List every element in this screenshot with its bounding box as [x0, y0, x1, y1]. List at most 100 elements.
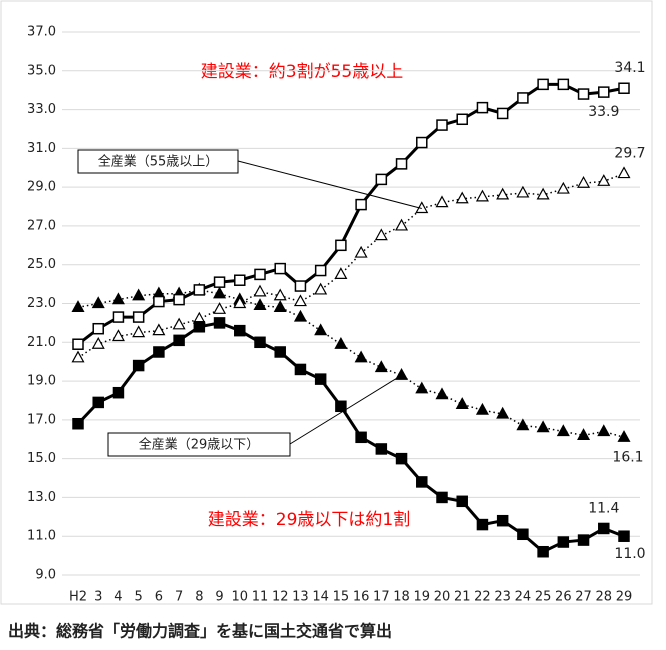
marker [71, 350, 85, 363]
marker [456, 113, 468, 126]
marker [455, 191, 469, 204]
x-tick-label: 29 [616, 590, 633, 605]
x-tick-label: 6 [155, 590, 163, 605]
marker [537, 545, 549, 558]
marker [132, 311, 145, 323]
marker [517, 92, 529, 104]
marker [314, 373, 327, 385]
marker [557, 536, 570, 548]
marker [91, 336, 105, 349]
marker [395, 452, 408, 465]
y-tick-label: 15.0 [27, 451, 56, 466]
marker [556, 424, 570, 437]
marker [153, 346, 165, 358]
x-tick-label: 12 [272, 590, 289, 605]
x-tick-label: 18 [393, 590, 410, 605]
value-label: 11.4 [588, 500, 619, 516]
x-tick-label: 22 [474, 590, 491, 605]
x-tick-label: 17 [373, 590, 390, 605]
x-tick-label: 19 [414, 590, 431, 605]
marker [375, 443, 388, 455]
marker [577, 428, 591, 440]
marker [374, 228, 388, 241]
source: 出典：総務省「労働力調査」を基に国土交通省で算出 [8, 622, 392, 641]
marker [617, 166, 631, 179]
x-tick-label: 24 [515, 590, 532, 605]
legend-label: 全産業（29歳以下） [139, 437, 260, 453]
marker [617, 430, 631, 442]
x-tick-label: 14 [312, 590, 329, 605]
legend-label: 全産業（55歳以上） [98, 154, 219, 170]
value-label: 29.7 [614, 146, 645, 162]
marker [536, 187, 550, 200]
marker [375, 173, 388, 186]
x-tick-label: 13 [292, 590, 309, 605]
x-tick-label: 15 [333, 590, 350, 605]
marker [132, 359, 145, 372]
marker [193, 321, 206, 333]
value-label: 16.1 [612, 449, 643, 465]
marker [618, 530, 630, 542]
marker [253, 298, 267, 311]
x-tick-label: 4 [114, 590, 122, 605]
marker [132, 288, 146, 301]
y-tick-label: 31.0 [27, 141, 56, 156]
marker [153, 295, 165, 308]
marker [172, 317, 186, 330]
marker [273, 300, 287, 312]
y-tick-label: 19.0 [27, 374, 56, 389]
marker [254, 336, 266, 349]
marker [597, 424, 611, 437]
marker [132, 325, 146, 338]
marker [436, 491, 448, 504]
marker [598, 86, 610, 98]
marker [516, 185, 530, 198]
marker [111, 329, 125, 342]
marker [476, 518, 489, 531]
marker [355, 431, 367, 444]
marker [374, 360, 388, 373]
marker [112, 311, 125, 323]
marker [274, 346, 286, 358]
marker [557, 78, 570, 91]
marker [355, 198, 367, 211]
marker [213, 286, 227, 299]
marker [253, 284, 267, 297]
y-tick-label: 13.0 [27, 490, 56, 505]
y-tick-label: 29.0 [27, 180, 56, 195]
series-line [77, 172, 625, 359]
y-tick-label: 23.0 [27, 296, 56, 311]
y-tick-label: 27.0 [27, 218, 56, 233]
marker [294, 363, 307, 376]
marker [273, 288, 287, 301]
series-line [76, 321, 625, 554]
x-tick-label: 23 [494, 590, 511, 605]
marker [476, 101, 489, 114]
marker [395, 158, 408, 170]
marker [314, 282, 328, 295]
marker [416, 136, 428, 149]
marker [435, 387, 449, 400]
y-tick-label: 37.0 [27, 25, 56, 40]
chart-frame [0, 0, 653, 605]
marker [193, 284, 206, 296]
y-tick-label: 9.0 [35, 568, 56, 583]
marker [314, 323, 328, 336]
marker [577, 176, 591, 188]
y-tick-label: 33.0 [27, 102, 56, 117]
marker [416, 476, 428, 488]
marker [496, 514, 509, 527]
x-tick-label: 28 [596, 590, 613, 605]
x-tick-label: 9 [215, 590, 223, 605]
x-tick-label: 11 [252, 590, 269, 605]
marker [152, 323, 166, 336]
marker [293, 294, 307, 307]
x-tick-label: 8 [195, 590, 203, 605]
marker [618, 82, 630, 94]
x-tick-label: 25 [535, 590, 552, 605]
marker [294, 280, 307, 292]
value-label: 11.0 [614, 546, 645, 562]
marker [293, 309, 307, 322]
marker [354, 245, 368, 258]
x-tick-label: 27 [575, 590, 592, 605]
